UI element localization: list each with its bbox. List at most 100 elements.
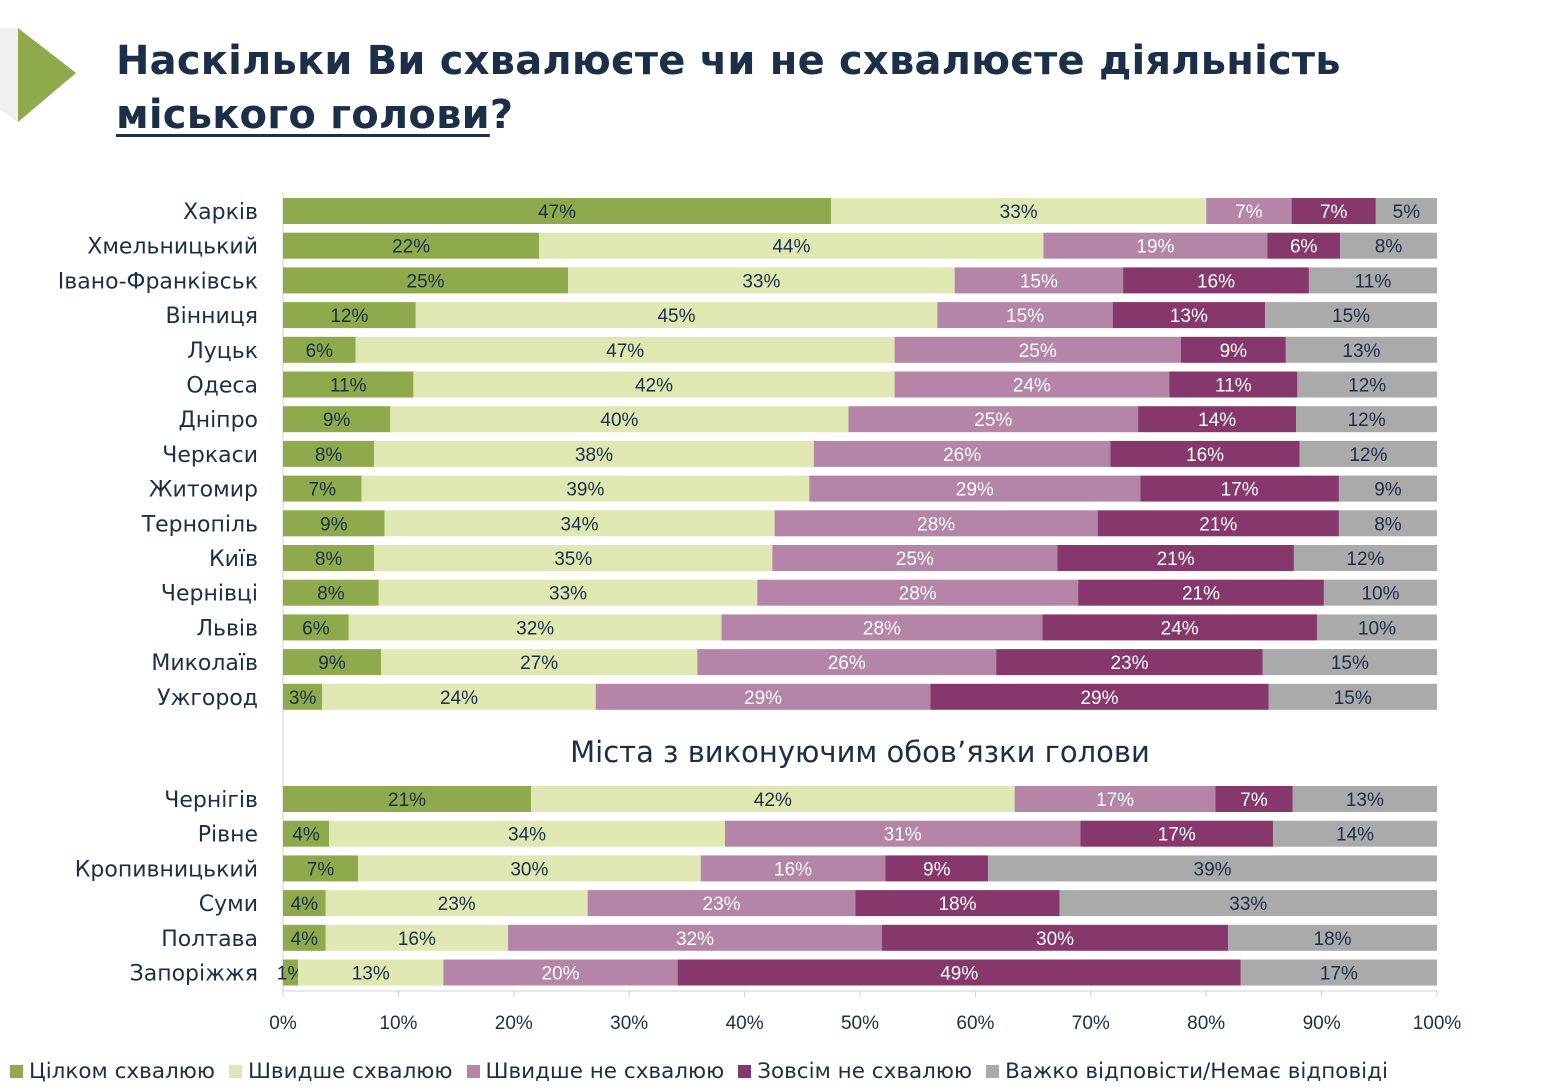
bar-segment — [587, 890, 856, 917]
data-label: 29% — [956, 480, 994, 501]
title-underlined: міського голови — [116, 92, 490, 138]
data-label: 42% — [754, 790, 792, 811]
legend-item: Швидше схвалюю — [228, 1059, 453, 1084]
data-label: 12% — [1346, 549, 1384, 570]
data-label: 4% — [291, 894, 319, 915]
legend-item: Швидше не схвалюю — [466, 1059, 725, 1084]
data-label: 15% — [1334, 688, 1372, 709]
bar-segment — [1112, 302, 1266, 329]
data-label: 29% — [744, 688, 782, 709]
data-label: 21% — [1182, 584, 1220, 605]
bar-segment — [283, 545, 375, 571]
data-label: 24% — [440, 688, 478, 709]
data-label: 27% — [520, 653, 558, 674]
data-label: 42% — [635, 376, 673, 397]
bar-segment — [1123, 267, 1309, 294]
data-label: 16% — [774, 859, 812, 880]
category-label: Кропивницький — [75, 857, 258, 882]
data-label: 7% — [1240, 790, 1268, 811]
bar-segment — [1268, 683, 1437, 710]
bar-segment — [283, 855, 359, 882]
bar-segment — [283, 336, 356, 363]
bar-segment — [1110, 440, 1300, 467]
data-label: 26% — [828, 653, 866, 674]
data-label: 15% — [1331, 653, 1369, 674]
x-tick-label: 90% — [1303, 1013, 1341, 1034]
data-label: 7% — [1320, 202, 1348, 223]
data-label: 11% — [1355, 271, 1392, 292]
bar-segment — [1292, 786, 1437, 812]
data-label: 8% — [1375, 237, 1403, 258]
data-label: 6% — [1290, 237, 1318, 258]
bar-segment — [937, 302, 1113, 329]
accent-triangle — [0, 28, 76, 122]
data-label: 13% — [1346, 790, 1384, 811]
category-label: Львів — [196, 616, 258, 641]
category-label: Харків — [183, 200, 258, 225]
bar-segment — [508, 924, 882, 951]
data-label: 47% — [538, 202, 576, 223]
data-label: 6% — [306, 341, 334, 362]
bar-segment — [1297, 371, 1437, 398]
bar-segment — [697, 649, 997, 676]
bar-segment — [283, 475, 362, 502]
legend-label: Цілком схвалюю — [29, 1059, 215, 1084]
bar-segment — [809, 475, 1141, 502]
legend-item: Зовсім не схвалюю — [738, 1059, 972, 1084]
data-label: 19% — [1136, 237, 1174, 258]
bar-segment — [988, 855, 1437, 882]
bar-segment — [1206, 198, 1292, 224]
bar-segment — [1267, 232, 1341, 259]
bar-segment — [724, 820, 1081, 847]
bar-segment — [1078, 579, 1324, 606]
legend-label: Швидше не схвалюю — [485, 1059, 725, 1084]
bar-segment — [415, 302, 938, 329]
data-label: 24% — [1013, 376, 1051, 397]
bar-segment — [1262, 649, 1437, 676]
data-label: 4% — [291, 929, 319, 950]
title-line1: Наскільки Ви схвалюєте чи не схвалюєте д… — [116, 38, 1341, 84]
category-label: Івано-Франківськ — [58, 269, 258, 294]
data-label: 30% — [1036, 929, 1074, 950]
bar-segment — [1338, 475, 1437, 502]
category-label: Дніпро — [179, 408, 259, 433]
category-label: Житомир — [149, 478, 258, 503]
bar-segment — [413, 371, 895, 398]
bar-segment — [568, 267, 955, 294]
bar-segment — [283, 371, 414, 398]
data-label: 8% — [315, 549, 343, 570]
stacked-bar-chart: Харків 47% 33% 7% 7% 5% Хмельницький 22% 44% 19% 6… — [58, 192, 1461, 1034]
bar-segment — [443, 959, 678, 986]
x-tick-label: 0% — [269, 1013, 297, 1034]
legend-swatch — [466, 1065, 480, 1078]
bar-segment — [283, 683, 323, 710]
legend-swatch — [10, 1065, 23, 1078]
legend-item: Цілком схвалюю — [10, 1059, 215, 1084]
bar-segment — [700, 855, 886, 882]
data-label: 38% — [575, 445, 613, 466]
bar-segment — [283, 510, 385, 537]
x-tick-label: 40% — [726, 1013, 764, 1034]
data-label: 33% — [1229, 894, 1267, 915]
data-label: 25% — [1019, 341, 1057, 362]
data-label: 18% — [1314, 929, 1352, 950]
bar-segment — [595, 683, 931, 710]
bar-segment — [1240, 959, 1437, 986]
data-label: 29% — [1080, 688, 1118, 709]
bar-segment — [1273, 820, 1437, 847]
bar-segment — [1296, 406, 1437, 433]
data-label: 28% — [863, 618, 901, 639]
bar-segment — [1215, 786, 1293, 812]
group-heading: Міста з виконуючим обов’язки голови — [570, 735, 1150, 769]
data-label: 39% — [566, 480, 604, 501]
bar-segment — [358, 855, 701, 882]
data-label: 12% — [1349, 445, 1387, 466]
data-label: 34% — [508, 825, 546, 846]
data-label: 9% — [320, 514, 348, 535]
legend-item: Важко відповісти/Немає відповіді — [986, 1059, 1388, 1084]
bar-segment — [1169, 371, 1298, 398]
legend-swatch — [228, 1065, 242, 1078]
bar-segment — [329, 820, 725, 847]
data-label: 9% — [318, 653, 346, 674]
data-label: 17% — [1320, 964, 1358, 985]
